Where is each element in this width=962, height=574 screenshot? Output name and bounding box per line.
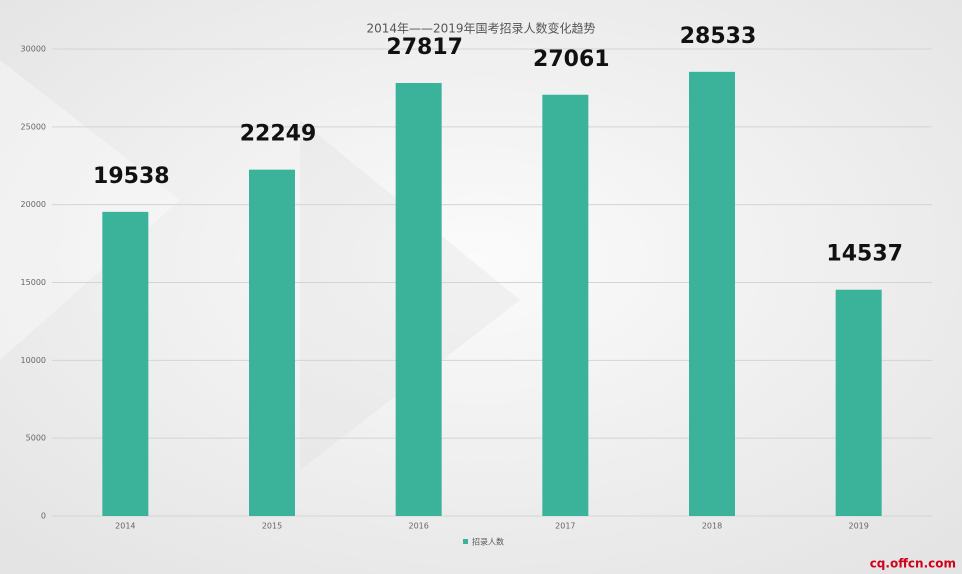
bar — [835, 289, 882, 516]
data-label: 22249 — [240, 122, 317, 147]
y-tick-label: 5000 — [26, 434, 46, 443]
x-tick-label: 2017 — [555, 522, 575, 531]
y-tick-label: 25000 — [21, 122, 46, 131]
background-shape — [0, 60, 180, 360]
x-tick-label: 2018 — [702, 522, 722, 531]
y-tick-label: 20000 — [21, 200, 46, 209]
x-tick-label: 2016 — [408, 522, 428, 531]
bar — [542, 94, 589, 517]
legend-swatch — [463, 539, 468, 544]
data-label: 27061 — [533, 47, 610, 72]
x-tick-label: 2014 — [115, 522, 135, 531]
bar — [102, 211, 149, 516]
y-tick-label: 30000 — [21, 45, 46, 54]
bar — [249, 169, 295, 516]
data-label: 19538 — [93, 164, 170, 189]
x-tick-label: 2015 — [262, 522, 282, 531]
bar — [689, 71, 735, 516]
x-tick-label: 2019 — [848, 522, 868, 531]
y-tick-label: 15000 — [21, 278, 46, 287]
data-label: 27817 — [386, 35, 463, 60]
y-tick-label: 0 — [41, 512, 46, 521]
y-tick-label: 10000 — [21, 356, 46, 365]
watermark: cq.offcn.com — [870, 557, 956, 571]
bar — [395, 82, 442, 517]
chart-title: 2014年——2019年国考招录人数变化趋势 — [366, 21, 595, 36]
data-label: 14537 — [826, 242, 903, 267]
legend-label: 招录人数 — [472, 537, 504, 547]
data-label: 28533 — [680, 24, 757, 49]
